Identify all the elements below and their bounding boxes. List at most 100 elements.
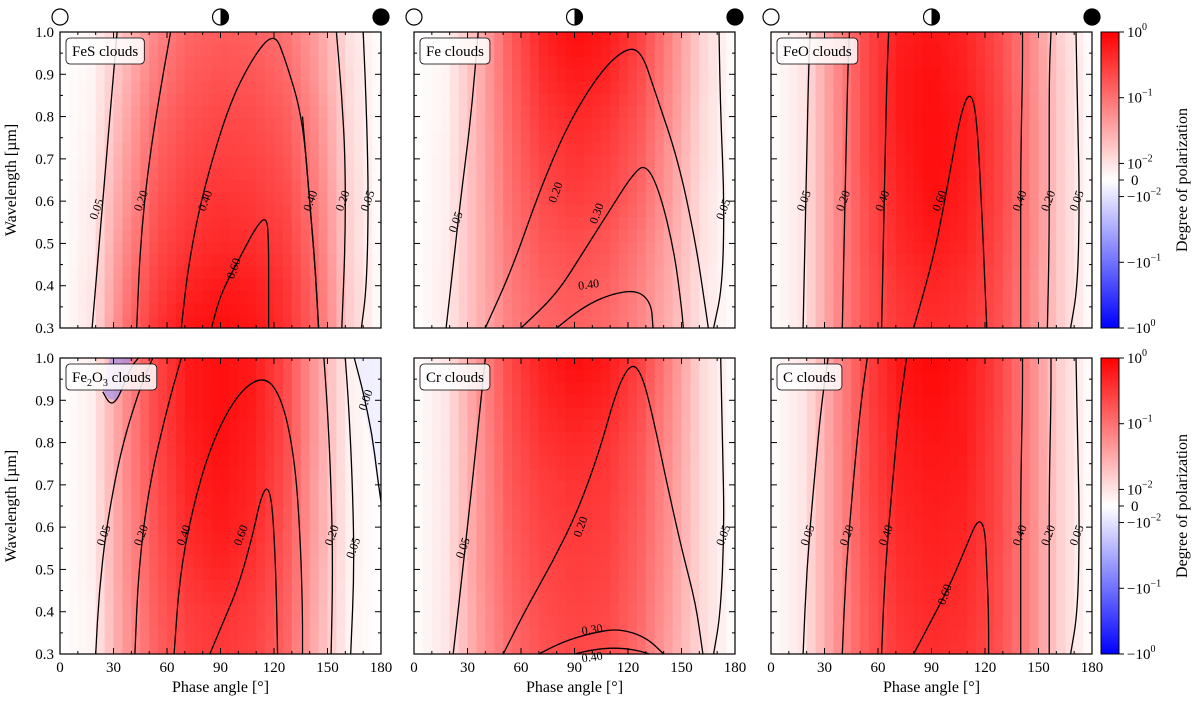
heatmap-cell (431, 506, 442, 519)
heatmap-cell (431, 444, 442, 458)
heatmap-cell (967, 291, 977, 304)
heatmap-cell (886, 56, 897, 70)
heatmap-cell (68, 180, 79, 193)
heatmap-cell (556, 407, 567, 421)
heatmap-cell (690, 32, 700, 45)
heatmap-cell (993, 167, 1004, 181)
heatmap-cell (699, 143, 709, 156)
heatmap-cell (601, 469, 611, 482)
heatmap-cell (869, 315, 879, 329)
heatmap-cell (175, 204, 186, 218)
heatmap-cell (60, 592, 70, 606)
heatmap-cell (788, 155, 799, 169)
heatmap-cell (503, 617, 513, 630)
heatmap-cell (815, 278, 826, 292)
heatmap-cell (886, 93, 897, 107)
heatmap-cell (414, 382, 424, 396)
heatmap-cell (1020, 69, 1031, 82)
heatmap-cell (291, 69, 302, 82)
heatmap-cell (104, 303, 115, 317)
heatmap-cell (476, 266, 486, 280)
heatmap-cell (592, 56, 602, 70)
heatmap-cell (1056, 56, 1066, 70)
heatmap-cell (467, 241, 478, 255)
heatmap-cell (779, 93, 790, 107)
heatmap-cell (149, 229, 159, 243)
heatmap-cell (274, 456, 284, 470)
heatmap-cell (913, 44, 924, 58)
heatmap-cell (824, 167, 835, 181)
heatmap-cell (1020, 229, 1031, 243)
heatmap-cell (274, 543, 284, 556)
heatmap-cell (202, 204, 213, 218)
heatmap-cell (860, 118, 870, 132)
heatmap-cell (985, 155, 995, 169)
heatmap-cell (815, 604, 826, 618)
heatmap-cell (654, 241, 665, 255)
heatmap-cell (229, 167, 239, 181)
heatmap-cell (592, 229, 602, 243)
heatmap-cell (717, 180, 727, 193)
heatmap-cell (1047, 254, 1057, 267)
heatmap-cell (726, 506, 736, 519)
heatmap-cell (547, 130, 558, 144)
heatmap-cell (583, 278, 593, 292)
heatmap-cell (211, 567, 222, 581)
heatmap-cell (512, 592, 522, 606)
heatmap-cell (1056, 204, 1066, 218)
heatmap-cell (771, 506, 781, 519)
x-tick-label: 150 (670, 660, 693, 676)
heatmap-cell (440, 217, 451, 230)
heatmap-cell (247, 567, 257, 581)
heatmap-cell (574, 217, 585, 230)
heatmap-cell (636, 604, 647, 618)
heatmap-cell (592, 32, 602, 45)
heatmap-cell (529, 241, 540, 255)
heatmap-cell (122, 81, 132, 95)
heatmap-cell (140, 229, 150, 243)
heatmap-cell (833, 143, 843, 156)
heatmap-cell (220, 592, 231, 606)
heatmap-cell (645, 56, 656, 70)
heatmap-cell (149, 395, 159, 408)
heatmap-cell (1020, 204, 1031, 218)
heatmap-cell (318, 493, 329, 507)
heatmap-cell (167, 604, 177, 618)
heatmap-cell (431, 604, 442, 618)
heatmap-cell (1083, 315, 1093, 329)
heatmap-cell (440, 469, 451, 482)
heatmap-cell (300, 382, 311, 396)
heatmap-cell (1047, 44, 1057, 58)
heatmap-cell (654, 155, 665, 169)
heatmap-cell (708, 93, 718, 107)
heatmap-cell (167, 315, 177, 329)
heatmap-cell (833, 278, 843, 292)
heatmap-cell (1065, 155, 1075, 169)
heatmap-cell (467, 604, 478, 618)
heatmap-cell (601, 180, 611, 193)
heatmap-cell (886, 69, 897, 82)
heatmap-cell (931, 192, 942, 206)
heatmap-cell (467, 130, 478, 144)
heatmap-cell (104, 444, 115, 458)
heatmap-cell (354, 81, 364, 95)
heatmap-cell (220, 469, 231, 482)
heatmap-cell (431, 567, 442, 581)
heatmap-cell (993, 278, 1004, 292)
heatmap-cell (824, 315, 835, 329)
heatmap-cell (354, 69, 364, 82)
heatmap-cell (265, 604, 275, 618)
heatmap-cell (547, 370, 558, 384)
heatmap-cell (265, 518, 275, 532)
heatmap-cell (628, 641, 638, 655)
heatmap-cell (904, 254, 915, 267)
heatmap-cell (521, 395, 531, 408)
heatmap-cell (202, 506, 213, 519)
heatmap-cell (672, 56, 683, 70)
heatmap-cell (922, 266, 933, 280)
heatmap-cell (538, 604, 549, 618)
heatmap-cell (771, 143, 781, 156)
heatmap-cell (681, 506, 692, 519)
heatmap-cell (512, 493, 522, 507)
heatmap-cell (193, 192, 204, 206)
